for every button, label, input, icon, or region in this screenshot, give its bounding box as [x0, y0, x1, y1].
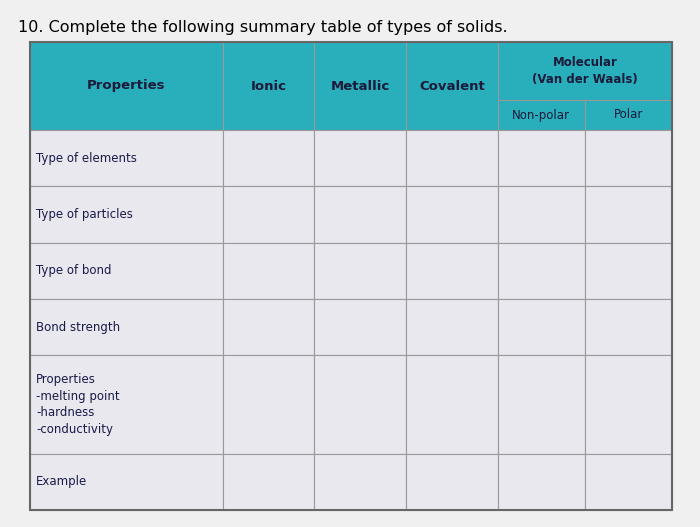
Bar: [314, 242, 406, 299]
Bar: [30, 242, 223, 299]
Text: Molecular
(Van der Waals): Molecular (Van der Waals): [532, 56, 638, 86]
Bar: [585, 242, 672, 299]
Bar: [498, 42, 672, 100]
Bar: [498, 100, 585, 130]
Bar: [406, 130, 498, 187]
Bar: [30, 299, 223, 355]
Bar: [314, 42, 406, 130]
Bar: [314, 187, 406, 242]
Bar: [30, 355, 223, 454]
Bar: [406, 42, 498, 130]
Text: Non-polar: Non-polar: [512, 109, 570, 122]
Bar: [314, 355, 406, 454]
Bar: [585, 130, 672, 187]
Bar: [223, 187, 314, 242]
Bar: [223, 130, 314, 187]
Bar: [223, 42, 314, 130]
Bar: [30, 42, 223, 130]
Text: Properties
-melting point
-hardness
-conductivity: Properties -melting point -hardness -con…: [36, 373, 120, 436]
Bar: [585, 454, 672, 510]
Bar: [223, 299, 314, 355]
Text: Type of particles: Type of particles: [36, 208, 133, 221]
Bar: [30, 454, 223, 510]
Bar: [314, 130, 406, 187]
Bar: [585, 100, 672, 130]
Bar: [223, 355, 314, 454]
Bar: [498, 130, 585, 187]
Bar: [314, 299, 406, 355]
Text: Covalent: Covalent: [419, 80, 485, 93]
Bar: [585, 299, 672, 355]
Text: Bond strength: Bond strength: [36, 320, 120, 334]
Text: Polar: Polar: [614, 109, 643, 122]
Bar: [585, 355, 672, 454]
Bar: [498, 187, 585, 242]
Bar: [498, 242, 585, 299]
Text: Example: Example: [36, 475, 88, 489]
Bar: [406, 355, 498, 454]
Bar: [406, 242, 498, 299]
Bar: [585, 187, 672, 242]
Bar: [223, 242, 314, 299]
Text: Ionic: Ionic: [251, 80, 286, 93]
Bar: [223, 454, 314, 510]
Bar: [406, 187, 498, 242]
Bar: [406, 299, 498, 355]
Text: Metallic: Metallic: [330, 80, 390, 93]
Bar: [30, 187, 223, 242]
Text: 10. Complete the following summary table of types of solids.: 10. Complete the following summary table…: [18, 20, 507, 35]
Bar: [498, 454, 585, 510]
Bar: [30, 130, 223, 187]
Bar: [498, 299, 585, 355]
Bar: [30, 42, 672, 510]
Text: Type of bond: Type of bond: [36, 264, 111, 277]
Bar: [314, 454, 406, 510]
Text: Properties: Properties: [87, 80, 166, 93]
Text: Type of elements: Type of elements: [36, 152, 137, 164]
Bar: [406, 454, 498, 510]
Bar: [498, 355, 585, 454]
